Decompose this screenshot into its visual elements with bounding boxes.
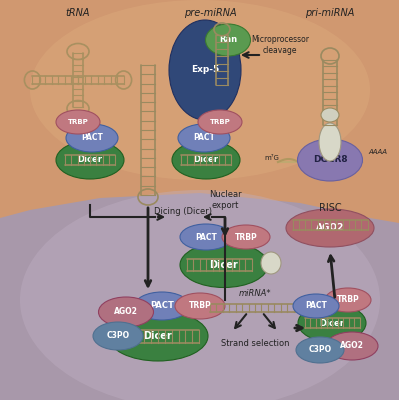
Ellipse shape [93, 322, 143, 350]
Text: TRBP: TRBP [235, 232, 257, 242]
Ellipse shape [20, 190, 380, 400]
Text: PACT: PACT [193, 134, 215, 142]
PathPatch shape [0, 193, 399, 400]
Text: TRBP: TRBP [209, 119, 230, 125]
Text: Dicer: Dicer [144, 331, 172, 341]
Ellipse shape [178, 124, 230, 152]
Text: Dicer: Dicer [209, 260, 238, 270]
Text: Strand selection: Strand selection [221, 340, 289, 348]
Text: Exp-5: Exp-5 [191, 66, 219, 74]
Ellipse shape [99, 297, 154, 327]
Text: Microprocessor
cleavage: Microprocessor cleavage [251, 35, 309, 55]
Ellipse shape [108, 311, 208, 361]
Text: Dicer: Dicer [320, 318, 344, 328]
Ellipse shape [298, 139, 363, 181]
Ellipse shape [56, 110, 100, 134]
Text: DGCR8: DGCR8 [313, 156, 347, 164]
Text: AGO2: AGO2 [316, 224, 344, 232]
Ellipse shape [261, 252, 281, 274]
Ellipse shape [198, 110, 242, 134]
Text: Nuclear
export: Nuclear export [209, 190, 241, 210]
Ellipse shape [175, 293, 225, 319]
Text: Ran: Ran [219, 36, 237, 44]
Ellipse shape [56, 141, 124, 179]
Ellipse shape [296, 337, 344, 363]
Ellipse shape [66, 124, 118, 152]
Text: C3PO: C3PO [308, 346, 332, 354]
Text: AGO2: AGO2 [114, 308, 138, 316]
PathPatch shape [0, 0, 399, 225]
Ellipse shape [222, 225, 270, 249]
Ellipse shape [325, 288, 371, 312]
Ellipse shape [326, 332, 378, 360]
Text: m⁷G: m⁷G [265, 155, 279, 161]
Text: Dicer: Dicer [77, 156, 103, 164]
Ellipse shape [286, 209, 374, 247]
Text: RISC: RISC [319, 203, 341, 213]
Ellipse shape [134, 292, 190, 320]
Text: C3PO: C3PO [107, 332, 130, 340]
Ellipse shape [172, 141, 240, 179]
Ellipse shape [321, 108, 339, 122]
Text: TRBP: TRBP [67, 119, 88, 125]
Text: AGO2: AGO2 [340, 342, 364, 350]
Text: TRBP: TRBP [189, 302, 211, 310]
Ellipse shape [205, 24, 251, 56]
Text: pri-miRNA: pri-miRNA [305, 8, 355, 18]
Ellipse shape [180, 242, 268, 288]
Ellipse shape [293, 294, 339, 318]
Ellipse shape [319, 123, 341, 161]
Text: PACT: PACT [81, 134, 103, 142]
Ellipse shape [180, 224, 232, 250]
Text: PACT: PACT [305, 302, 327, 310]
Text: Dicing (Dicer): Dicing (Dicer) [154, 208, 212, 216]
Ellipse shape [30, 0, 370, 180]
Text: tRNA: tRNA [66, 8, 90, 18]
Text: Dicer: Dicer [194, 156, 219, 164]
Text: pre-miRNA: pre-miRNA [184, 8, 236, 18]
Text: PACT: PACT [150, 302, 174, 310]
Ellipse shape [298, 304, 366, 342]
Text: AAAA: AAAA [369, 149, 387, 155]
Ellipse shape [169, 20, 241, 120]
Text: PACT: PACT [195, 232, 217, 242]
Text: TRBP: TRBP [337, 296, 359, 304]
Text: miRNA*: miRNA* [239, 288, 271, 298]
